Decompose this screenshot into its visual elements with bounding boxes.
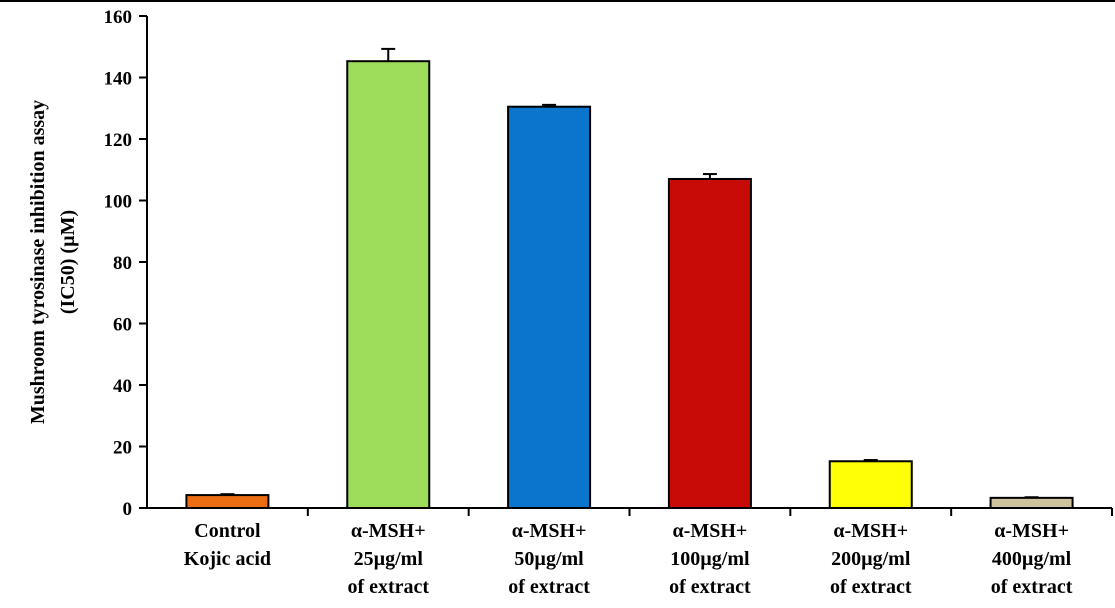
axes	[139, 16, 1113, 516]
x-category-label: of extract	[830, 576, 912, 598]
bar	[507, 105, 592, 510]
x-category-label: 25µg/ml	[354, 548, 424, 570]
x-category-label: α-MSH+	[833, 520, 908, 542]
x-category-label: Kojic acid	[184, 548, 271, 570]
y-tick-label: 40	[113, 376, 132, 397]
x-category-label: 200µg/ml	[831, 548, 911, 570]
x-category-label: α-MSH+	[994, 520, 1069, 542]
x-axis-labels: Control Kojic acid α-MSH+ 25µg/ml of extract…	[184, 520, 1073, 598]
bar	[989, 496, 1074, 510]
x-category-label: of extract	[991, 576, 1073, 598]
bar	[346, 60, 431, 509]
x-category-label: 400µg/ml	[992, 548, 1072, 570]
y-axis-title: Mushroom tyrosinase inhibition assay (IC5…	[27, 100, 79, 424]
y-axis-title-line: Mushroom tyrosinase inhibition assay	[27, 100, 49, 424]
x-category-label: α-MSH+	[351, 520, 426, 542]
bars	[185, 47, 1074, 510]
y-tick-label: 140	[104, 69, 133, 90]
x-category-label: of extract	[347, 576, 429, 598]
x-category-label: 50µg/ml	[514, 548, 584, 570]
bar	[828, 460, 913, 510]
y-tick-label: 0	[123, 499, 133, 520]
y-tick-label: 100	[104, 192, 133, 213]
y-tick-label: 120	[104, 130, 133, 151]
y-axis-ticks: 0 20 40 60 80 100 120 140 160	[104, 7, 147, 520]
bar	[667, 177, 752, 509]
y-tick-label: 160	[104, 7, 133, 28]
x-category-label: α-MSH+	[673, 520, 748, 542]
y-axis-title-line: (IC50) (µM)	[57, 210, 79, 314]
y-tick-label: 80	[113, 253, 132, 274]
x-category-label: Control	[194, 520, 261, 542]
x-category-label: of extract	[508, 576, 590, 598]
x-category-label: α-MSH+	[512, 520, 587, 542]
x-category-label: of extract	[669, 576, 751, 598]
y-tick-label: 20	[113, 438, 132, 459]
x-category-label: 100µg/ml	[670, 548, 750, 570]
y-tick-label: 60	[113, 315, 132, 336]
bar	[185, 494, 270, 509]
